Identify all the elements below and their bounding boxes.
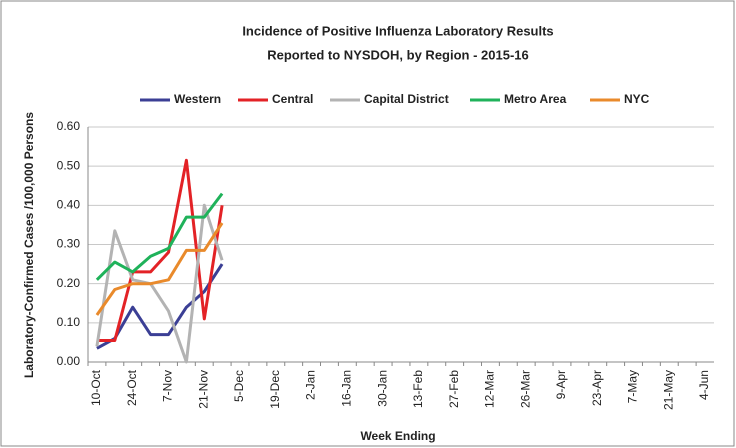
x-tick-label: 13-Feb (411, 370, 425, 408)
x-tick-label: 24-Oct (125, 369, 139, 406)
y-tick-label: 0.20 (57, 276, 81, 290)
x-tick-label: 27-Feb (447, 370, 461, 408)
x-tick-label: 16-Jan (340, 370, 354, 407)
series-line (95, 192, 224, 281)
x-tick-label: 9-Apr (554, 370, 568, 399)
x-tick-label: 12-Mar (483, 370, 497, 408)
x-tick-label: 19-Dec (268, 370, 282, 409)
x-tick-label: 4-Jun (697, 370, 711, 400)
x-tick-label: 5-Dec (232, 370, 246, 402)
y-tick-label: 0.00 (57, 354, 81, 368)
series-line (96, 158, 224, 342)
y-tick-label: 0.10 (57, 315, 81, 329)
x-tick-label: 21-Nov (196, 370, 210, 409)
legend-label: NYC (624, 92, 650, 106)
x-tick-label: 21-May (661, 370, 675, 410)
x-tick-label: 26-Mar (518, 370, 532, 408)
legend-label: Metro Area (504, 92, 567, 106)
series-line (95, 222, 224, 316)
x-tick-label: 23-Apr (590, 370, 604, 406)
legend-label: Central (272, 92, 313, 106)
y-tick-label: 0.60 (57, 119, 81, 133)
y-axis-title: Laboratory-Confirmed Cases /100,000 Pers… (22, 112, 36, 378)
legend-label: Western (174, 92, 221, 106)
y-tick-label: 0.30 (57, 237, 81, 251)
chart-subtitle: Reported to NYSDOH, by Region - 2015-16 (267, 47, 529, 62)
legend-label: Capital District (364, 92, 449, 106)
y-tick-label: 0.40 (57, 198, 81, 212)
x-tick-label: 30-Jan (375, 370, 389, 407)
x-tick-label: 2-Jan (304, 370, 318, 400)
x-tick-label: 7-Nov (161, 370, 175, 402)
x-tick-label: 7-May (626, 370, 640, 403)
series-line (95, 203, 224, 364)
chart-title: Incidence of Positive Influenza Laborato… (242, 23, 553, 38)
x-tick-label: 10-Oct (89, 369, 103, 406)
x-axis-title: Week Ending (360, 429, 435, 443)
y-tick-label: 0.50 (57, 158, 81, 172)
